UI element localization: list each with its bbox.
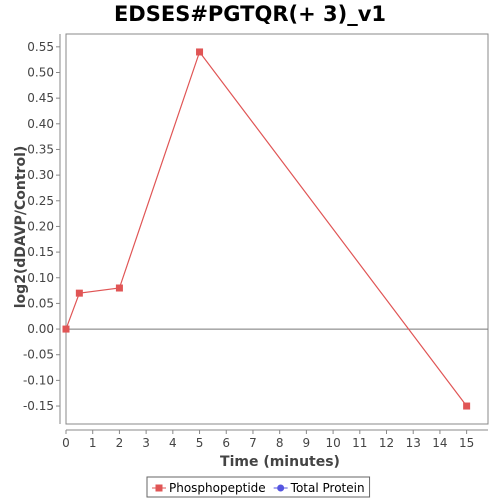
data-point	[75, 289, 83, 297]
chart-title: EDSES#PGTQR(+ 3)_v1	[113, 2, 387, 26]
x-tick-label: 1	[89, 436, 97, 450]
x-tick-label: 14	[432, 436, 447, 450]
x-tick-label: 2	[116, 436, 124, 450]
y-tick-label: 0.25	[27, 194, 54, 208]
legend-box	[146, 476, 371, 498]
data-point	[115, 284, 123, 292]
x-tick-label: 9	[303, 436, 311, 450]
x-tick-label: 11	[352, 436, 367, 450]
y-tick-label: 0.40	[27, 117, 54, 131]
y-tick-label: 0.20	[27, 219, 54, 233]
x-tick-label: 8	[276, 436, 284, 450]
x-axis-title: Time (minutes)	[220, 454, 340, 470]
legend-marker-square	[155, 484, 163, 492]
x-tick-label: 7	[249, 436, 257, 450]
y-tick-label: 0.35	[27, 142, 54, 156]
y-tick-label: 0.05	[27, 296, 54, 310]
x-tick-label: 13	[406, 436, 421, 450]
y-tick-label: 0.55	[27, 40, 54, 54]
legend: Phosphopeptide Total Protein	[146, 476, 371, 498]
y-axis: -0.15 -0.10 -0.05 0.00 0.05 0.10 0.15 0.20 0.25 0…	[23, 34, 61, 424]
legend-label: Phosphopeptide	[169, 481, 266, 495]
x-tick-label: 5	[196, 436, 204, 450]
data-point	[62, 325, 70, 333]
y-tick-label: 0.00	[27, 322, 54, 336]
y-tick-label: -0.10	[23, 373, 54, 387]
y-tick-label: 0.10	[27, 271, 54, 285]
y-tick-label: 0.15	[27, 245, 54, 259]
legend-label: Total Protein	[290, 481, 365, 495]
x-axis: 0 1 2 3 4 5 6 7 8 9 10 11 12 13 14 15	[62, 429, 488, 450]
y-tick-label: -0.05	[23, 348, 54, 362]
y-axis-title: log2(dDAVP/Control)	[13, 146, 29, 309]
data-point	[463, 402, 471, 410]
y-tick-label: 0.45	[27, 91, 54, 105]
x-tick-label: 6	[222, 436, 230, 450]
x-tick-label: 15	[459, 436, 474, 450]
series-layer	[62, 48, 471, 410]
x-tick-label: 4	[169, 436, 177, 450]
y-tick-label: 0.30	[27, 168, 54, 182]
x-tick-label: 10	[325, 436, 340, 450]
x-tick-label: 0	[62, 436, 70, 450]
plot-area	[65, 33, 489, 425]
plot-background	[65, 33, 489, 425]
x-tick-label: 12	[379, 436, 394, 450]
y-tick-label: 0.50	[27, 65, 54, 79]
data-point	[196, 48, 204, 56]
x-tick-label: 3	[142, 436, 150, 450]
y-tick-label: -0.15	[23, 399, 54, 413]
legend-marker-circle	[277, 484, 285, 492]
